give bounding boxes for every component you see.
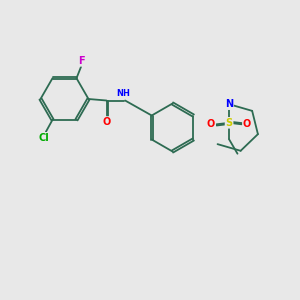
Text: S: S <box>226 118 233 128</box>
Text: O: O <box>207 119 215 129</box>
Text: Cl: Cl <box>39 133 50 143</box>
Text: NH: NH <box>116 89 130 98</box>
Text: N: N <box>225 99 233 109</box>
Text: F: F <box>79 56 85 66</box>
Text: O: O <box>102 117 111 127</box>
Text: O: O <box>243 119 251 129</box>
